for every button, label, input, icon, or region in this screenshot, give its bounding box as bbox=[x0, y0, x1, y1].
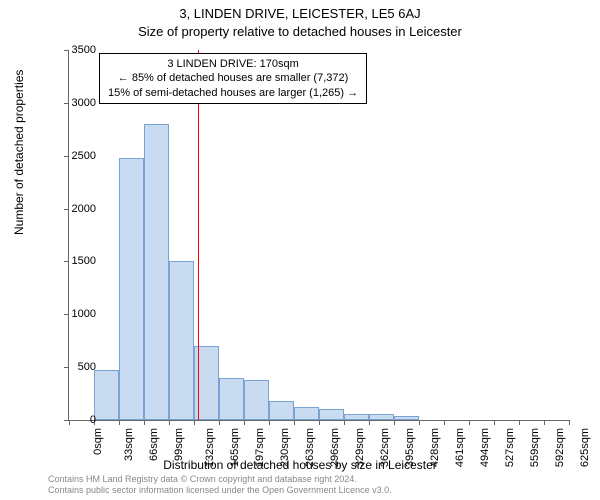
x-axis-label: Distribution of detached houses by size … bbox=[0, 458, 600, 472]
x-tick-label: 99sqm bbox=[173, 428, 185, 461]
histogram-bar bbox=[294, 407, 319, 420]
x-tick-mark bbox=[269, 420, 270, 425]
x-tick-label: 0sqm bbox=[92, 428, 104, 455]
x-tick-mark bbox=[294, 420, 295, 425]
attribution-line1: Contains HM Land Registry data © Crown c… bbox=[48, 474, 392, 485]
y-tick-label: 500 bbox=[56, 361, 96, 373]
x-tick-mark bbox=[119, 420, 120, 425]
y-tick-label: 2000 bbox=[56, 203, 96, 215]
histogram-bar bbox=[219, 378, 244, 420]
histogram-bar bbox=[244, 380, 269, 420]
histogram-bar bbox=[119, 158, 144, 420]
y-axis-label: Number of detached properties bbox=[12, 70, 26, 235]
histogram-bar bbox=[169, 261, 194, 420]
x-tick-mark bbox=[144, 420, 145, 425]
x-tick-mark bbox=[219, 420, 220, 425]
histogram-bar bbox=[394, 416, 419, 420]
chart-title-description: Size of property relative to detached ho… bbox=[0, 24, 600, 39]
y-tick-label: 3000 bbox=[56, 97, 96, 109]
y-tick-label: 1000 bbox=[56, 308, 96, 320]
attribution-line2: Contains public sector information licen… bbox=[48, 485, 392, 496]
x-tick-mark bbox=[419, 420, 420, 425]
x-tick-mark bbox=[519, 420, 520, 425]
y-tick-label: 1500 bbox=[56, 255, 96, 267]
histogram-bar bbox=[144, 124, 169, 420]
plot-area: 0sqm33sqm66sqm99sqm132sqm165sqm197sqm230… bbox=[68, 50, 569, 421]
x-tick-mark bbox=[369, 420, 370, 425]
y-tick-label: 3500 bbox=[56, 44, 96, 56]
histogram-bar bbox=[319, 409, 344, 420]
x-tick-mark bbox=[244, 420, 245, 425]
x-tick-label: 66sqm bbox=[148, 428, 160, 461]
histogram-bar bbox=[94, 370, 119, 420]
x-tick-mark bbox=[319, 420, 320, 425]
x-tick-mark bbox=[469, 420, 470, 425]
chart-title-address: 3, LINDEN DRIVE, LEICESTER, LE5 6AJ bbox=[0, 6, 600, 21]
info-box-line1: 3 LINDEN DRIVE: 170sqm bbox=[108, 57, 358, 71]
x-tick-mark bbox=[544, 420, 545, 425]
x-tick-mark bbox=[569, 420, 570, 425]
x-tick-mark bbox=[494, 420, 495, 425]
chart-container: 3, LINDEN DRIVE, LEICESTER, LE5 6AJ Size… bbox=[0, 0, 600, 500]
y-tick-label: 2500 bbox=[56, 150, 96, 162]
x-tick-mark bbox=[194, 420, 195, 425]
property-marker-line bbox=[198, 50, 199, 420]
attribution-text: Contains HM Land Registry data © Crown c… bbox=[48, 474, 392, 496]
x-tick-mark bbox=[169, 420, 170, 425]
y-tick-label: 0 bbox=[56, 414, 96, 426]
x-tick-mark bbox=[444, 420, 445, 425]
info-box: 3 LINDEN DRIVE: 170sqm← 85% of detached … bbox=[99, 53, 367, 104]
histogram-bar bbox=[344, 414, 369, 420]
histogram-bar bbox=[369, 414, 394, 420]
x-tick-mark bbox=[344, 420, 345, 425]
x-tick-mark bbox=[394, 420, 395, 425]
x-tick-label: 33sqm bbox=[123, 428, 135, 461]
info-box-line3: 15% of semi-detached houses are larger (… bbox=[108, 86, 358, 100]
info-box-line2: ← 85% of detached houses are smaller (7,… bbox=[108, 71, 358, 85]
histogram-bar bbox=[269, 401, 294, 420]
